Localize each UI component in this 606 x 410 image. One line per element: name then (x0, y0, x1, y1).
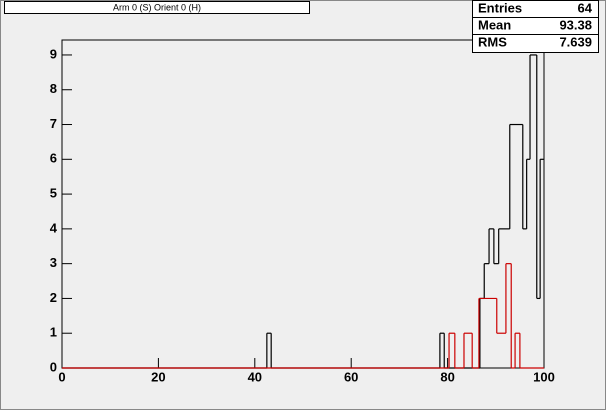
stats-value: 64 (578, 0, 593, 15)
x-tick-label: 80 (440, 369, 454, 384)
y-tick-label: 5 (50, 186, 57, 201)
x-tick-label: 60 (344, 369, 358, 384)
frame (61, 39, 545, 369)
stats-label: RMS (478, 34, 507, 49)
y-tick-label: 7 (50, 116, 57, 131)
y-tick-label: 6 (50, 151, 57, 166)
chart-title: Arm 0 (S) Orient 0 (H) (113, 2, 201, 12)
stats-box (472, 0, 599, 53)
y-tick-label: 4 (50, 220, 58, 235)
y-tick-label: 2 (50, 290, 57, 305)
x-tick-label: 40 (248, 369, 262, 384)
y-tick-label: 8 (50, 81, 57, 96)
stats-label: Entries (478, 0, 522, 15)
title-box (4, 1, 310, 14)
x-tick-label: 20 (151, 369, 165, 384)
y-tick-label: 3 (50, 255, 57, 270)
x-tick-label: 0 (58, 369, 65, 384)
y-tick-label: 9 (50, 46, 57, 61)
stats-value: 93.38 (559, 17, 592, 32)
stats-label: Mean (478, 17, 511, 32)
stats-value: 7.639 (559, 34, 592, 49)
y-tick-label: 0 (50, 359, 57, 374)
x-tick-label: 100 (533, 369, 555, 384)
y-tick-label: 1 (50, 325, 57, 340)
